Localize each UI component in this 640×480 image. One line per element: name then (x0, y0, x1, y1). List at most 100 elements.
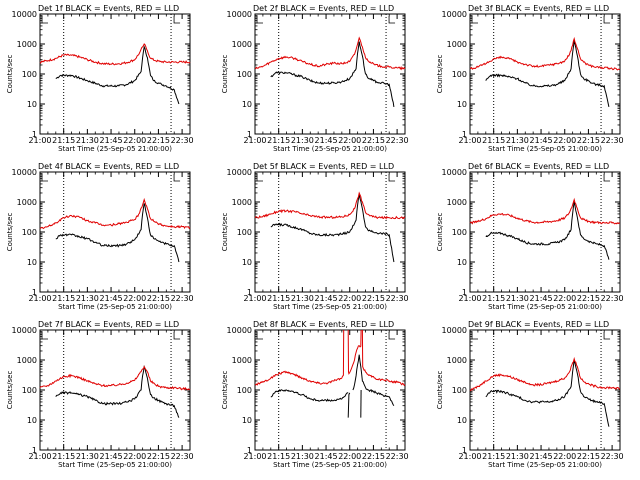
events-series-line (347, 392, 351, 418)
y-tick-label: 10 (242, 258, 252, 267)
lld-series-line (39, 197, 191, 230)
chart-title: Det 2f BLACK = Events, RED = LLD (253, 4, 394, 13)
plot-frame (254, 171, 406, 293)
bracket-mark (603, 174, 611, 182)
x-axis-label: Start Time (25-Sep-05 21:00:00) (273, 303, 387, 311)
plot-frame (39, 13, 191, 135)
x-axis-label: Start Time (25-Sep-05 21:00:00) (273, 461, 387, 469)
bracket-mark (41, 332, 48, 340)
y-tick-label: 1 (32, 130, 37, 139)
x-tick-label: 22:15 (362, 294, 385, 303)
x-tick-label: 22:30 (171, 294, 194, 303)
x-tick-label: 22:30 (601, 452, 624, 461)
bracket-mark (41, 174, 48, 182)
y-tick-label: 100 (452, 386, 467, 395)
x-tick-label: 22:15 (577, 136, 600, 145)
y-tick-label: 1000 (232, 356, 252, 365)
bracket-mark (388, 174, 396, 182)
x-tick-label: 21:30 (291, 452, 314, 461)
y-tick-label: 10000 (12, 10, 37, 19)
y-axis-label: Counts/sec (6, 371, 14, 410)
x-tick-label: 22:30 (386, 136, 409, 145)
y-tick-label: 100 (237, 228, 252, 237)
x-tick-label: 21:00 (243, 294, 266, 303)
y-tick-label: 10 (242, 100, 252, 109)
lld-series-line (349, 345, 361, 373)
y-tick-label: 100 (22, 386, 37, 395)
x-axis-label: Start Time (25-Sep-05 21:00:00) (488, 461, 602, 469)
chart-panel: Det 7f BLACK = Events, RED = LLD 1 10 100 10… (6, 320, 194, 469)
x-tick-label: 22:30 (386, 294, 409, 303)
y-tick-label: 1000 (232, 198, 252, 207)
x-tick-label: 21:00 (243, 452, 266, 461)
chart-panel: Det 9f BLACK = Events, RED = LLD 1 10 100 10… (436, 320, 624, 469)
plot-frame (469, 13, 621, 135)
x-tick-label: 21:30 (76, 136, 99, 145)
y-axis-label: Counts/sec (6, 213, 14, 252)
y-tick-label: 100 (22, 228, 37, 237)
chart-panel: Det 6f BLACK = Events, RED = LLD 1 10 100 10… (436, 162, 624, 311)
lld-series-line (469, 356, 621, 392)
lld-series-line (347, 329, 351, 375)
x-tick-label: 22:00 (338, 136, 361, 145)
y-tick-label: 1000 (447, 356, 467, 365)
x-tick-label: 21:00 (28, 452, 51, 461)
y-tick-label: 1000 (17, 198, 37, 207)
events-series-line (55, 364, 180, 418)
x-tick-label: 22:15 (577, 294, 600, 303)
x-tick-label: 22:30 (386, 452, 409, 461)
x-tick-label: 21:15 (482, 136, 505, 145)
y-tick-label: 10 (457, 258, 467, 267)
x-tick-label: 22:15 (362, 136, 385, 145)
bracket-mark (173, 174, 181, 182)
plot-frame (469, 329, 621, 451)
y-tick-label: 10 (27, 416, 37, 425)
events-series-line (55, 45, 180, 105)
chart-panel: Det 1f BLACK = Events, RED = LLD 1 10 100 10… (6, 4, 194, 153)
bracket-mark (471, 174, 478, 182)
plot-frame (39, 329, 191, 451)
y-axis-label: Counts/sec (436, 371, 444, 410)
lld-series-line (39, 365, 191, 391)
y-axis-label: Counts/sec (436, 55, 444, 94)
chart-title: Det 6f BLACK = Events, RED = LLD (468, 162, 609, 171)
x-tick-label: 22:30 (601, 136, 624, 145)
y-tick-label: 10 (457, 416, 467, 425)
x-tick-label: 21:00 (458, 294, 481, 303)
plot-frame (469, 171, 621, 293)
x-tick-label: 22:15 (577, 452, 600, 461)
x-tick-label: 22:30 (171, 452, 194, 461)
x-tick-label: 21:45 (315, 294, 338, 303)
lld-series-line (361, 329, 406, 387)
x-tick-label: 22:00 (338, 294, 361, 303)
y-tick-label: 100 (452, 70, 467, 79)
events-series-line (270, 389, 349, 403)
chart-panel: Det 4f BLACK = Events, RED = LLD 1 10 100 10… (6, 162, 194, 311)
x-axis-label: Start Time (25-Sep-05 21:00:00) (488, 145, 602, 153)
y-tick-label: 1000 (447, 40, 467, 49)
chart-panel: Det 8f BLACK = Events, RED = LLD 1 10 100 10… (221, 320, 409, 469)
x-tick-label: 22:00 (123, 452, 146, 461)
bracket-mark (41, 16, 48, 24)
x-tick-label: 21:45 (100, 136, 123, 145)
events-series-line (270, 194, 395, 263)
y-tick-label: 1 (462, 288, 467, 297)
x-tick-label: 21:45 (100, 452, 123, 461)
x-tick-label: 21:15 (482, 452, 505, 461)
x-tick-label: 22:15 (362, 452, 385, 461)
y-tick-label: 10000 (227, 168, 252, 177)
bracket-mark (471, 332, 478, 340)
x-tick-label: 21:00 (28, 136, 51, 145)
y-tick-label: 1 (462, 446, 467, 455)
x-tick-label: 21:00 (243, 136, 266, 145)
x-tick-label: 21:15 (52, 452, 75, 461)
x-tick-label: 21:45 (530, 452, 553, 461)
chart-title: Det 9f BLACK = Events, RED = LLD (468, 320, 609, 329)
x-tick-label: 21:30 (291, 136, 314, 145)
bracket-mark (173, 16, 181, 24)
y-tick-label: 1000 (17, 356, 37, 365)
x-tick-label: 21:15 (52, 294, 75, 303)
y-axis-label: Counts/sec (221, 55, 229, 94)
chart-title: Det 8f BLACK = Events, RED = LLD (253, 320, 394, 329)
